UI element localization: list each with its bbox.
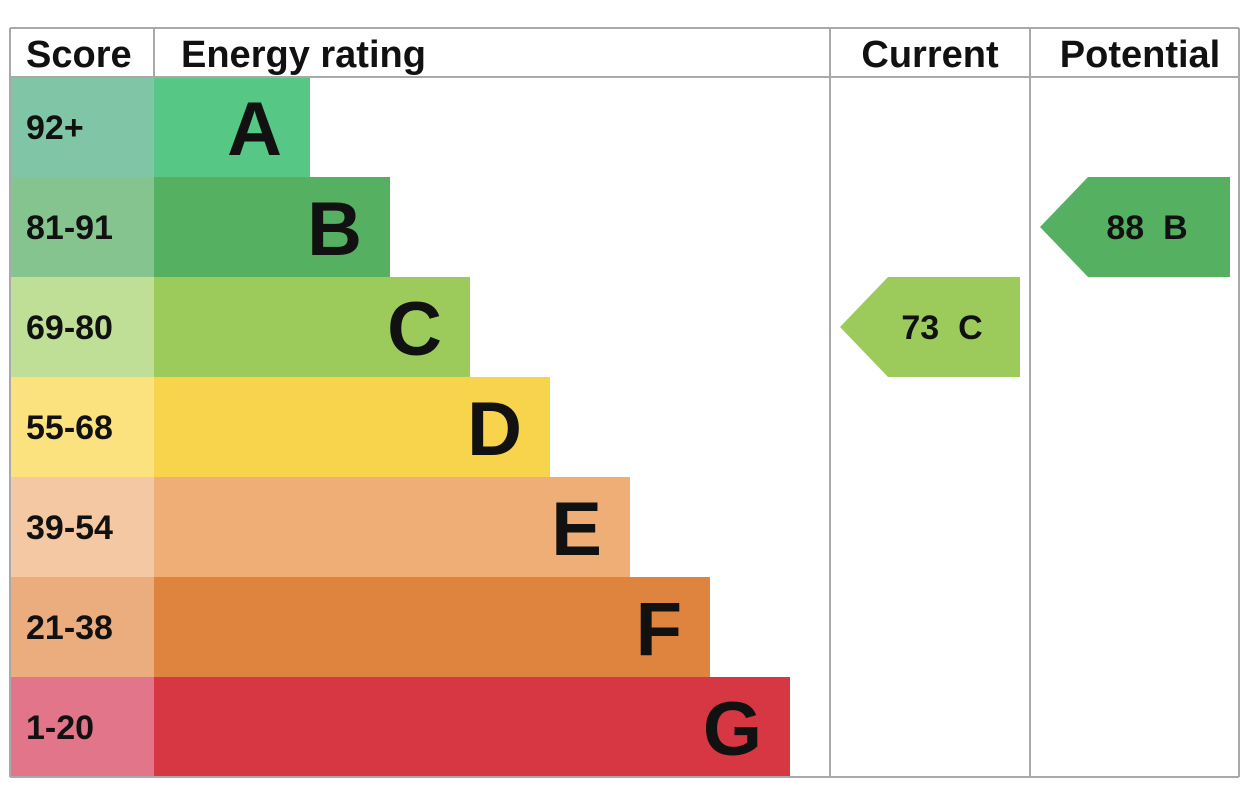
rating-indicators: 73 C 88 B <box>840 177 1230 377</box>
band-letter-d: D <box>467 387 522 472</box>
score-cell-b <box>10 177 154 277</box>
score-range-d: 55-68 <box>26 409 113 447</box>
header-row: Score Energy rating Current Potential <box>26 34 1220 76</box>
score-range-b: 81-91 <box>26 209 113 247</box>
score-cell-c <box>10 277 154 377</box>
band-bar-g <box>154 677 790 777</box>
energy-rating-header: Energy rating <box>181 34 426 76</box>
score-cell-g <box>10 677 154 777</box>
score-header: Score <box>26 34 132 76</box>
potential-arrow <box>1040 177 1230 277</box>
band-bar-c <box>154 277 470 377</box>
band-letter-f: F <box>636 587 682 672</box>
band-bar-a <box>154 77 310 177</box>
potential-rating-label: 88 B <box>1106 209 1187 247</box>
score-cell-a <box>10 77 154 177</box>
score-cell-f <box>10 577 154 677</box>
band-bar-b <box>154 177 390 277</box>
band-letter-b: B <box>307 187 362 272</box>
band-bar-d <box>154 377 550 477</box>
band-letter-e: E <box>551 487 602 572</box>
score-cell-e <box>10 477 154 577</box>
score-cell-d <box>10 377 154 477</box>
score-range-c: 69-80 <box>26 309 113 347</box>
potential-header: Potential <box>1060 34 1220 76</box>
band-letter-c: C <box>387 287 442 372</box>
band-bar-e <box>154 477 630 577</box>
band-letter-g: G <box>703 687 762 772</box>
score-range-g: 1-20 <box>26 709 94 747</box>
current-arrow <box>840 277 1020 377</box>
table-grid <box>9 27 1240 778</box>
score-range-e: 39-54 <box>26 509 113 547</box>
band-letter-a: A <box>227 87 282 172</box>
current-header: Current <box>861 34 999 76</box>
rating-bands: 92+ A 81-91 B 69-80 C 55-68 D 39-54 E 21-38 F 1-20 G <box>10 77 790 777</box>
score-range-f: 21-38 <box>26 609 113 647</box>
band-bar-f <box>154 577 710 677</box>
score-range-a: 92+ <box>26 109 84 147</box>
current-rating-label: 73 C <box>901 309 982 347</box>
